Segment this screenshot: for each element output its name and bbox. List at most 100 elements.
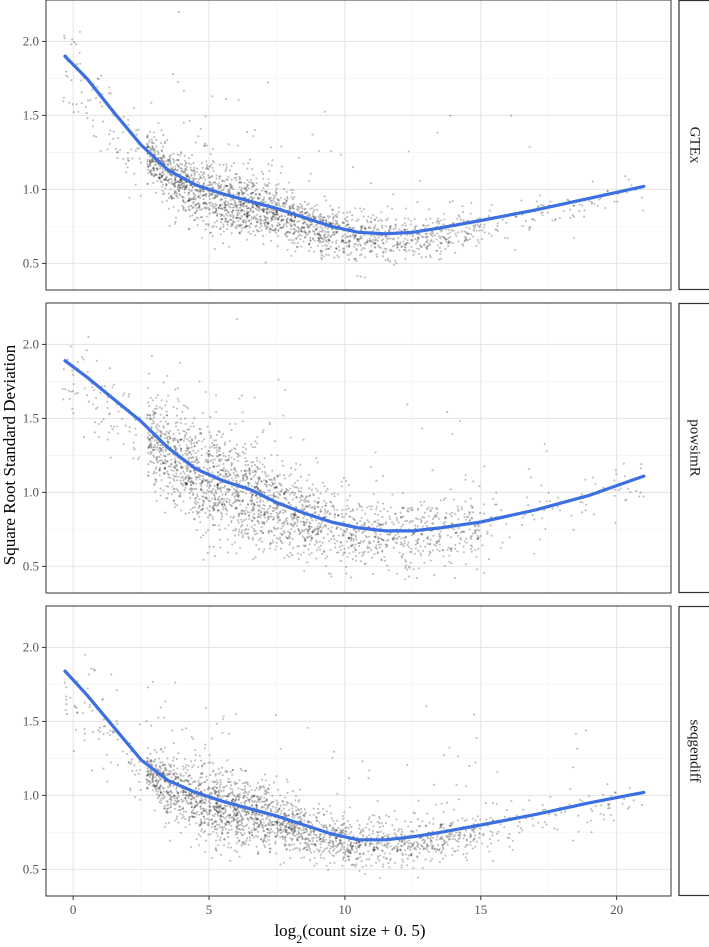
scatter-point [305, 496, 308, 499]
scatter-point [256, 482, 259, 485]
scatter-point [499, 546, 502, 549]
scatter-point [435, 515, 438, 518]
scatter-point [419, 179, 422, 182]
scatter-point [295, 237, 298, 240]
scatter-point [469, 536, 472, 539]
scatter-point [305, 527, 308, 531]
scatter-point [239, 489, 242, 493]
scatter-point [379, 533, 382, 536]
scatter-point [398, 535, 401, 538]
scatter-point [248, 467, 251, 470]
scatter-point [193, 445, 196, 448]
scatter-point [348, 552, 351, 555]
scatter-point [194, 204, 197, 207]
scatter-point [185, 184, 189, 187]
scatter-point [161, 450, 165, 453]
scatter-point [350, 534, 353, 537]
scatter-point [93, 431, 96, 434]
scatter-point [200, 194, 203, 198]
scatter-point [395, 261, 398, 265]
scatter-point [250, 218, 253, 221]
scatter-point [173, 181, 176, 184]
scatter-point [147, 168, 150, 171]
scatter-point [267, 222, 270, 226]
scatter-point [330, 501, 333, 504]
scatter-point [225, 184, 228, 187]
scatter-point [279, 205, 282, 208]
scatter-point [242, 205, 245, 208]
scatter-point [189, 189, 192, 193]
scatter-point [426, 535, 430, 538]
scatter-point [454, 232, 457, 235]
scatter-point [294, 250, 297, 253]
scatter-point [153, 416, 156, 419]
scatter-point [249, 221, 253, 225]
scatter-point [464, 500, 467, 503]
scatter-point [581, 501, 584, 504]
scatter-point [147, 141, 150, 144]
scatter-point [165, 184, 168, 187]
scatter-point [321, 218, 325, 221]
scatter-point [209, 165, 212, 168]
scatter-point [234, 452, 238, 455]
scatter-point [166, 158, 169, 161]
scatter-point [197, 135, 200, 138]
scatter-point [477, 536, 480, 539]
scatter-point [470, 516, 473, 520]
scatter-point [622, 462, 625, 465]
scatter-point [248, 219, 251, 222]
scatter-point [255, 485, 258, 488]
scatter-point [315, 224, 318, 227]
scatter-point [284, 233, 287, 236]
scatter-point [463, 530, 466, 534]
scatter-point [435, 542, 438, 545]
scatter-point [205, 163, 208, 167]
scatter-point [205, 452, 208, 455]
scatter-point [277, 521, 280, 524]
scatter-point [168, 181, 171, 184]
scatter-point [454, 532, 457, 535]
scatter-point [346, 211, 349, 214]
scatter-point [299, 532, 302, 535]
scatter-point [233, 495, 236, 498]
scatter-point [231, 213, 234, 216]
scatter-point [192, 492, 195, 495]
scatter-point [172, 406, 175, 409]
scatter-point [282, 218, 285, 222]
scatter-point [451, 199, 454, 203]
scatter-point [613, 488, 617, 491]
scatter-point [237, 495, 240, 498]
scatter-point [302, 520, 305, 523]
scatter-point [357, 529, 361, 532]
scatter-point [156, 167, 159, 170]
scatter-point [300, 226, 303, 229]
scatter-point [128, 196, 131, 199]
scatter-point [212, 545, 215, 548]
scatter-point [255, 501, 259, 504]
scatter-point [330, 505, 333, 508]
scatter-point [239, 200, 242, 204]
scatter-point [163, 156, 166, 159]
scatter-point [329, 235, 332, 238]
scatter-point [329, 512, 332, 515]
scatter-point [465, 226, 468, 229]
scatter-point [214, 439, 218, 442]
scatter-point [178, 188, 181, 191]
scatter-point [316, 208, 319, 211]
scatter-point [398, 243, 402, 246]
scatter-point [358, 551, 361, 555]
scatter-point [80, 79, 83, 82]
scatter-point [333, 516, 336, 519]
scatter-point [216, 483, 219, 487]
scatter-point [341, 553, 344, 557]
scatter-point [152, 448, 155, 451]
scatter-point [173, 182, 177, 185]
scatter-point [150, 173, 154, 177]
scatter-point [259, 529, 262, 532]
scatter-point [254, 446, 257, 449]
scatter-point [254, 533, 257, 536]
scatter-point [210, 193, 213, 196]
scatter-point [202, 815, 205, 818]
scatter-point [329, 572, 332, 575]
scatter-point [258, 538, 261, 542]
